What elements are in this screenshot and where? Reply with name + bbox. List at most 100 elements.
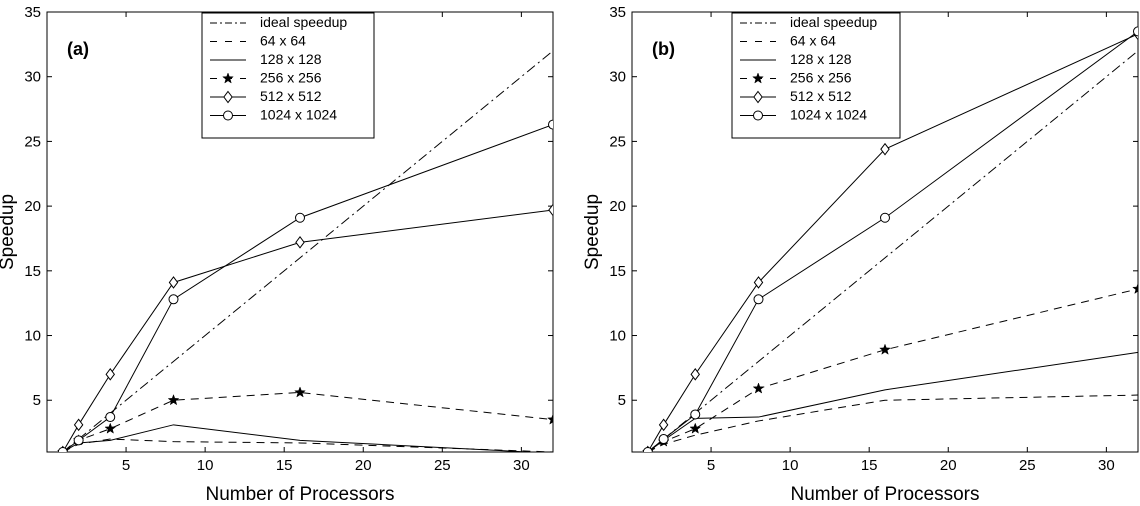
diamond-marker bbox=[690, 368, 700, 381]
star-marker bbox=[752, 72, 764, 84]
series-256-x-256 bbox=[56, 386, 553, 452]
legend-entry-label: 64 x 64 bbox=[790, 33, 836, 49]
chart-panel-a: 5 10 15 20 25 30 5 10 15 20 25 30 35 Number of Proces… bbox=[0, 4, 554, 505]
y-tick-label: 35 bbox=[24, 4, 41, 21]
series-1024-x-1024 bbox=[57, 119, 553, 452]
series-line bbox=[62, 124, 553, 452]
circle-marker bbox=[658, 434, 669, 445]
y-tick-label: 20 bbox=[24, 198, 41, 215]
legend-entry-label: 256 x 256 bbox=[260, 70, 322, 86]
x-tick-label: 25 bbox=[1019, 457, 1036, 474]
series-line bbox=[647, 50, 1138, 452]
series-512-x-512 bbox=[58, 203, 553, 452]
axes-frame bbox=[631, 11, 1139, 453]
y-tick-label: 10 bbox=[24, 328, 41, 345]
y-tick-label: 5 bbox=[618, 392, 626, 409]
chart-panel-b: 5 10 15 20 25 30 5 10 15 20 25 30 35 Number of Proces… bbox=[582, 4, 1139, 505]
star-marker bbox=[879, 343, 891, 355]
y-tick-label: 15 bbox=[609, 263, 626, 280]
x-tick-label: 20 bbox=[355, 457, 372, 474]
series-line bbox=[647, 394, 1138, 452]
x-tick-label: 20 bbox=[940, 457, 957, 474]
diamond-marker bbox=[295, 236, 305, 249]
diamond-marker bbox=[223, 90, 233, 104]
legend-entry-label: ideal speedup bbox=[260, 14, 347, 30]
diamond-marker bbox=[880, 142, 890, 156]
legend-entry-label: ideal speedup bbox=[790, 14, 877, 30]
series-line bbox=[647, 288, 1138, 452]
circle-marker bbox=[753, 294, 764, 305]
circle-marker bbox=[1133, 26, 1138, 37]
panel-label: (a) bbox=[67, 39, 89, 59]
circle-marker bbox=[753, 110, 763, 121]
circle-marker bbox=[690, 409, 701, 420]
legend-entry-label: 64 x 64 bbox=[260, 33, 306, 49]
x-tick-label: 10 bbox=[782, 457, 799, 474]
series-128-x-128 bbox=[62, 424, 538, 452]
x-tick-label: 30 bbox=[1098, 457, 1115, 474]
series-line bbox=[62, 438, 553, 452]
circle-marker bbox=[548, 119, 553, 130]
x-tick-label: 15 bbox=[861, 457, 878, 474]
y-tick-label: 30 bbox=[24, 69, 41, 86]
legend-entry-label: 512 x 512 bbox=[790, 88, 852, 104]
y-tick-label: 20 bbox=[609, 198, 626, 215]
star-marker bbox=[689, 422, 702, 434]
circle-marker bbox=[880, 212, 890, 223]
x-tick-label: 15 bbox=[276, 457, 293, 474]
series-line bbox=[62, 424, 538, 452]
star-marker bbox=[222, 72, 234, 84]
y-tick-label: 35 bbox=[609, 4, 626, 21]
star-marker bbox=[1132, 282, 1138, 294]
series-line bbox=[62, 209, 553, 452]
y-tick-label: 10 bbox=[609, 328, 626, 345]
diamond-marker bbox=[168, 276, 179, 289]
star-marker bbox=[104, 422, 117, 434]
legend-entry-label: 512 x 512 bbox=[260, 88, 322, 104]
circle-marker bbox=[57, 447, 68, 452]
x-tick-label: 5 bbox=[122, 457, 130, 474]
star-marker bbox=[752, 382, 765, 394]
legend-entry-label: 128 x 128 bbox=[790, 51, 852, 67]
legend-entry-label: 128 x 128 bbox=[260, 51, 322, 67]
y-tick-label: 15 bbox=[24, 263, 41, 280]
axes-frame bbox=[46, 11, 554, 453]
series-line bbox=[647, 33, 1138, 452]
y-tick-label: 30 bbox=[609, 69, 626, 86]
circle-marker bbox=[73, 435, 84, 446]
circle-marker bbox=[223, 110, 233, 121]
star-marker bbox=[167, 394, 180, 406]
series-ideal-speedup bbox=[647, 50, 1138, 452]
x-axis-title: Number of Processors bbox=[205, 484, 394, 505]
series-64-x-64 bbox=[62, 438, 553, 452]
y-axis-title: Speedup bbox=[0, 194, 18, 270]
y-tick-label: 5 bbox=[33, 392, 41, 409]
y-tick-label: 25 bbox=[609, 133, 626, 150]
circle-marker bbox=[105, 412, 116, 423]
star-marker bbox=[294, 386, 306, 398]
series-line bbox=[62, 50, 553, 452]
x-tick-label: 5 bbox=[707, 457, 715, 474]
legend: ideal speedup 64 x 64 128 x 128 256 x 256 51… bbox=[731, 12, 901, 139]
x-tick-label: 30 bbox=[513, 457, 530, 474]
y-tick-label: 25 bbox=[24, 133, 41, 150]
circle-marker bbox=[295, 212, 305, 223]
diamond-marker bbox=[753, 90, 763, 104]
x-tick-label: 25 bbox=[434, 457, 451, 474]
series-ideal-speedup bbox=[62, 50, 553, 452]
y-axis-title: Speedup bbox=[582, 194, 603, 270]
panel-label: (b) bbox=[652, 39, 675, 59]
diamond-marker bbox=[105, 368, 115, 381]
star-marker bbox=[547, 413, 553, 425]
series-1024-x-1024 bbox=[642, 26, 1138, 452]
series-64-x-64 bbox=[647, 394, 1138, 452]
diamond-marker bbox=[73, 418, 84, 432]
diamond-marker bbox=[753, 276, 764, 289]
legend-entry-label: 256 x 256 bbox=[790, 70, 852, 86]
circle-marker bbox=[168, 294, 179, 305]
x-tick-label: 10 bbox=[197, 457, 214, 474]
legend-entry-label: 1024 x 1024 bbox=[790, 107, 867, 123]
x-axis-title: Number of Processors bbox=[790, 484, 979, 505]
diamond-marker bbox=[548, 203, 553, 217]
